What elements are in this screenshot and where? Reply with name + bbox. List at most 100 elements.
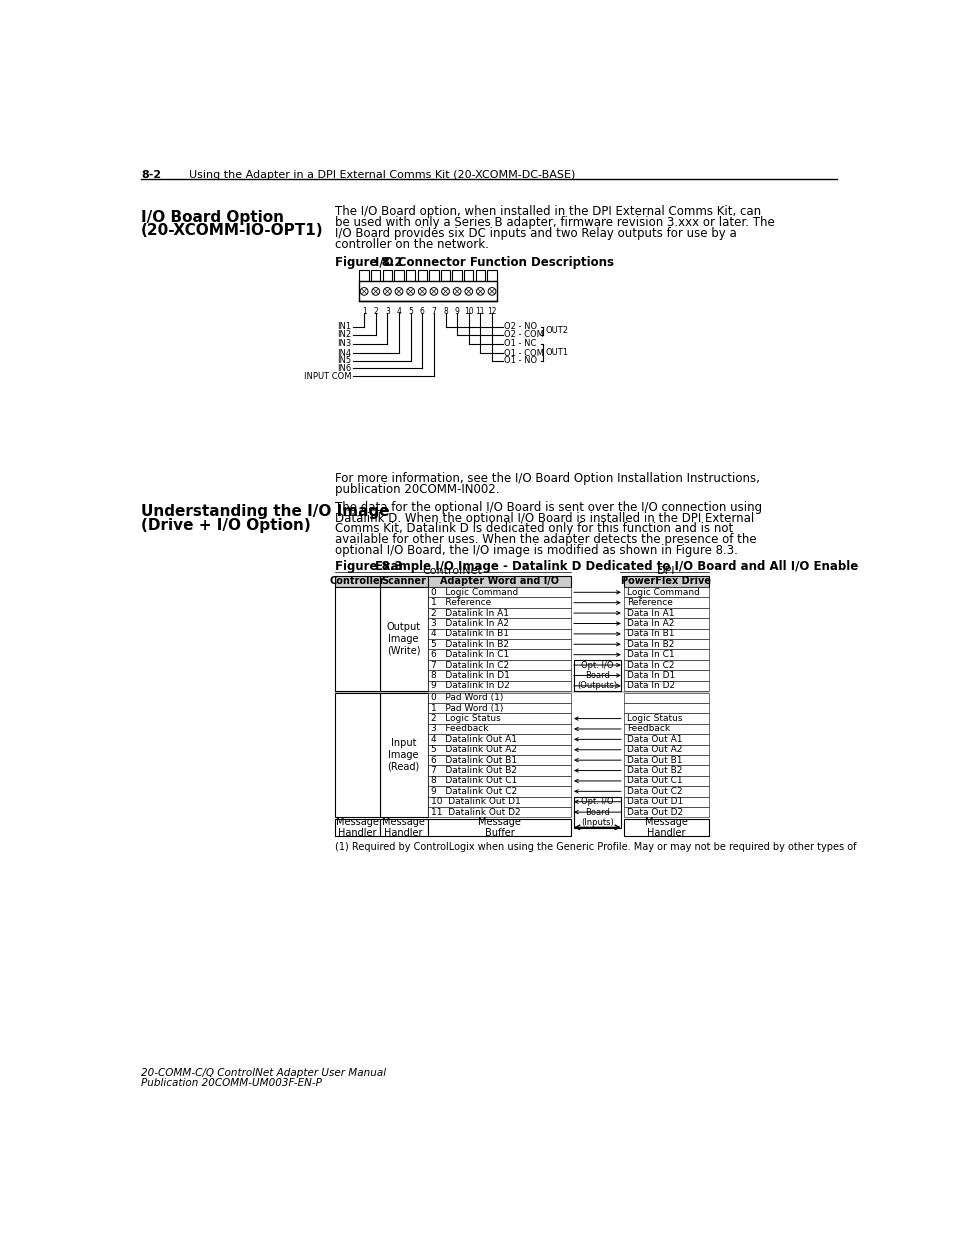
Text: O2 - NO: O2 - NO [504,322,537,331]
Text: The I/O Board option, when installed in the DPI External Comms Kit, can: The I/O Board option, when installed in … [335,205,760,219]
Bar [359,270,369,282]
Text: Input
Image
(Read): Input Image (Read) [387,739,419,772]
Text: 0   Pad Word (1): 0 Pad Word (1) [431,693,502,703]
Text: 8-2: 8-2 [141,169,161,180]
Text: (1) Required by ControlLogix when using the Generic Profile. May or may not be r: (1) Required by ControlLogix when using … [335,842,913,852]
Text: Data Out D2: Data Out D2 [626,808,682,816]
Bar [623,776,708,787]
Text: 2   Logic Status: 2 Logic Status [431,714,500,722]
Bar [382,270,392,282]
Text: 6: 6 [419,306,424,316]
Bar [427,797,571,806]
Bar [623,755,708,766]
Text: Message
Buffer: Message Buffer [477,816,520,839]
Text: 7   Datalink Out B2: 7 Datalink Out B2 [431,766,517,776]
Text: 8   Datalink Out C1: 8 Datalink Out C1 [431,777,517,785]
Text: Data Out B2: Data Out B2 [626,766,681,776]
Text: Data In C2: Data In C2 [626,661,674,669]
Bar [623,576,708,587]
Text: Reference: Reference [626,598,672,608]
Bar [379,576,427,587]
Text: 7: 7 [431,306,436,316]
Circle shape [360,288,368,295]
Text: Message
Handler: Message Handler [644,816,687,839]
Circle shape [488,288,496,295]
Bar [623,659,708,671]
Text: Figure 8.3: Figure 8.3 [335,561,402,573]
Text: I/O Connector Function Descriptions: I/O Connector Function Descriptions [375,256,614,269]
Text: 9: 9 [455,306,459,316]
Bar [623,787,708,797]
Bar [574,797,620,827]
Bar [623,806,708,818]
Bar [335,693,379,818]
Bar [427,598,571,608]
Text: 9   Datalink In D2: 9 Datalink In D2 [431,682,509,690]
Text: ControlNet: ControlNet [422,567,482,577]
Bar [427,724,571,734]
Circle shape [383,288,391,295]
Text: Data In D1: Data In D1 [626,671,675,680]
Text: 4   Datalink Out A1: 4 Datalink Out A1 [431,735,517,743]
Text: be used with only a Series B adapter, firmware revision 3.xxx or later. The: be used with only a Series B adapter, fi… [335,216,774,228]
Text: Opt. I/O
Board
(Inputs): Opt. I/O Board (Inputs) [580,798,613,827]
Bar [427,734,571,745]
Text: Scanner: Scanner [381,577,426,587]
Bar [429,270,438,282]
Text: Data In C1: Data In C1 [626,650,674,659]
Bar [623,680,708,692]
Bar [371,270,380,282]
Bar [417,270,427,282]
Text: Data Out C2: Data Out C2 [626,787,681,795]
Text: Understanding the I/O Image: Understanding the I/O Image [141,504,389,519]
Text: IN3: IN3 [337,340,352,348]
Text: DPI: DPI [657,567,675,577]
Bar [623,629,708,638]
Bar [379,693,427,818]
Text: IN5: IN5 [337,356,352,366]
Text: IN6: IN6 [337,364,352,373]
Text: 5   Datalink In B2: 5 Datalink In B2 [431,640,508,648]
Bar [379,819,427,836]
Text: publication 20COMM-IN002.: publication 20COMM-IN002. [335,483,498,496]
Text: Data Out A2: Data Out A2 [626,745,681,755]
Text: Adapter Word and I/O: Adapter Word and I/O [439,577,558,587]
Text: 6   Datalink Out B1: 6 Datalink Out B1 [431,756,517,764]
Text: optional I/O Board, the I/O image is modified as shown in Figure 8.3.: optional I/O Board, the I/O image is mod… [335,543,737,557]
Bar [427,638,571,650]
Text: Using the Adapter in a DPI External Comms Kit (20-XCOMM-DC-BASE): Using the Adapter in a DPI External Comm… [189,169,575,180]
Text: Data Out A1: Data Out A1 [626,735,681,743]
Bar [427,693,571,703]
Text: Example I/O Image - Datalink D Dedicated to I/O Board and All I/O Enabled: Example I/O Image - Datalink D Dedicated… [375,561,865,573]
Bar [623,650,708,659]
Text: 3   Datalink In A2: 3 Datalink In A2 [431,619,508,627]
Text: Controller: Controller [329,577,384,587]
Bar [335,576,379,587]
Bar [623,638,708,650]
Bar [427,659,571,671]
Circle shape [418,288,426,295]
Bar [623,693,708,703]
Text: 10: 10 [463,306,473,316]
Bar [394,270,403,282]
Bar [335,587,379,692]
Text: O1 - NO: O1 - NO [504,356,537,366]
Text: 12: 12 [487,306,497,316]
Text: 8   Datalink In D1: 8 Datalink In D1 [431,671,509,680]
Bar [427,714,571,724]
Bar [427,806,571,818]
Circle shape [476,288,484,295]
Text: Logic Status: Logic Status [626,714,681,722]
Bar [335,819,379,836]
Bar [623,714,708,724]
Circle shape [430,288,437,295]
Text: O1 - COM: O1 - COM [504,348,544,357]
Text: Feedback: Feedback [626,725,669,734]
Text: 5: 5 [408,306,413,316]
Text: 4   Datalink In B1: 4 Datalink In B1 [431,630,508,638]
Text: OUT2: OUT2 [545,326,568,335]
Text: 1   Reference: 1 Reference [431,598,491,608]
Text: 5   Datalink Out A2: 5 Datalink Out A2 [431,745,517,755]
Circle shape [395,288,402,295]
Bar [623,766,708,776]
